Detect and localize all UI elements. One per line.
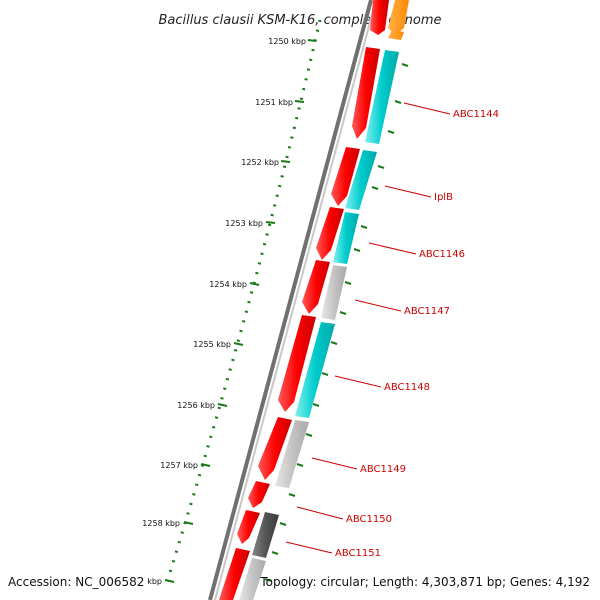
tick-label-1255: 1255 kbp — [193, 340, 231, 349]
cds-feature — [258, 417, 292, 480]
tick-label-1256: 1256 kbp — [177, 401, 215, 410]
cds-feature — [331, 147, 360, 206]
gene-label-abc1144[interactable]: ABC1144 — [453, 109, 499, 120]
ruler-ticks — [164, 39, 317, 583]
cds-feature — [352, 47, 380, 139]
gene-label-abc1148[interactable]: ABC1148 — [384, 382, 430, 393]
ruler-tick-labels: 1250 kbp 1251 kbp 1252 kbp 1253 kbp 1254… — [142, 37, 306, 586]
gene-label-abc1150[interactable]: ABC1150 — [346, 514, 392, 525]
backbone-outer — [208, 0, 373, 600]
tick-label-partial: kbp — [147, 577, 162, 586]
gene-label-abc1149[interactable]: ABC1149 — [360, 464, 406, 475]
dark-feature — [252, 512, 279, 558]
tick-label-1254: 1254 kbp — [209, 280, 247, 289]
gene-label-abc1146[interactable]: ABC1146 — [419, 249, 465, 260]
cds-feature — [316, 207, 344, 260]
cds-feature — [278, 315, 316, 412]
gray-feature — [321, 265, 347, 320]
tick-label-1253: 1253 kbp — [225, 219, 263, 228]
cyan-feature — [295, 322, 335, 418]
gene-label-iplb[interactable]: IplB — [434, 192, 453, 203]
gene-labels: ABC1144 IplB ABC1146 ABC1147 ABC1148 ABC… — [335, 109, 499, 559]
cyan-feature — [365, 50, 399, 144]
cds-feature — [302, 260, 330, 314]
tick-label-1252: 1252 kbp — [241, 158, 279, 167]
tick-label-1250: 1250 kbp — [268, 37, 306, 46]
feature-track — [239, 0, 409, 600]
cds-feature — [370, 0, 389, 35]
forward-strand-track — [219, 0, 389, 600]
ruler-arc — [165, 19, 322, 583]
cds-feature — [219, 548, 250, 600]
gray-feature — [239, 558, 266, 600]
gene-label-abc1147[interactable]: ABC1147 — [404, 306, 450, 317]
accession-text: Accession: NC_006582 — [8, 575, 144, 589]
gene-label-abc1151[interactable]: ABC1151 — [335, 548, 381, 559]
gene-label-leaders — [285, 102, 451, 554]
orange-feature — [388, 30, 404, 40]
gray-feature — [275, 420, 309, 488]
genome-summary-text: Topology: circular; Length: 4,303,871 bp… — [259, 575, 590, 589]
cds-feature — [237, 510, 260, 544]
cyan-feature — [345, 150, 377, 210]
tick-label-1257: 1257 kbp — [160, 461, 198, 470]
orange-feature — [388, 0, 409, 35]
cyan-feature — [333, 212, 359, 264]
tick-label-1251: 1251 kbp — [255, 98, 293, 107]
feature-markers — [264, 63, 409, 582]
tick-label-1258: 1258 kbp — [142, 519, 180, 528]
cds-feature — [248, 481, 270, 508]
backbone-inner — [214, 0, 377, 600]
